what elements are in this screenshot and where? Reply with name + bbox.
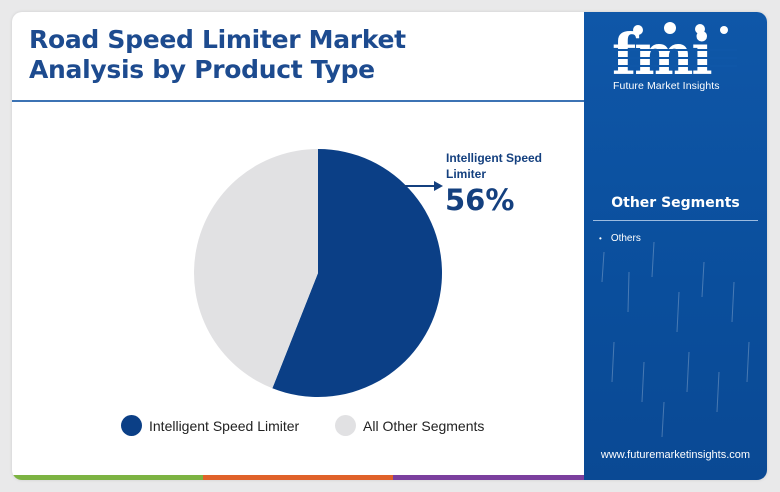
segment-item-label: Others: [610, 233, 641, 244]
brand-name: Future Market Insights: [613, 80, 720, 92]
legend-item-intelligent: Intelligent Speed Limiter: [121, 415, 299, 436]
title-line-1: Road Speed Limiter Market: [29, 25, 406, 54]
callout-value: 56%: [445, 183, 515, 217]
bullet-icon: •: [599, 234, 602, 243]
pie-chart: [193, 149, 443, 397]
bar-segment-purple: [393, 475, 585, 480]
segments-divider: [593, 220, 758, 221]
bottom-color-bar: [12, 475, 585, 480]
title-divider: [12, 100, 584, 102]
title-line-2: Analysis by Product Type: [29, 55, 375, 84]
bar-segment-green: [12, 475, 203, 480]
sidebar: fmi Future Market Insights Other Segment…: [584, 12, 767, 480]
callout-arrow: [400, 181, 443, 191]
legend-label: All Other Segments: [363, 417, 485, 434]
legend-swatch: [121, 415, 142, 436]
fmi-logo-icon: fmi: [612, 22, 737, 80]
callout-label: Intelligent Speed Limiter: [446, 151, 543, 181]
segments-title: Other Segments: [611, 195, 740, 211]
bar-segment-orange: [202, 475, 394, 480]
report-card: Road Speed Limiter Market Analysis by Pr…: [12, 12, 767, 480]
pie-slice-all-other-segments: [193, 149, 318, 389]
legend-swatch: [335, 415, 356, 436]
legend-label: Intelligent Speed Limiter: [149, 417, 300, 434]
legend-item-other: All Other Segments: [335, 415, 484, 436]
pie-slice-intelligent-speed-limiter: [272, 149, 442, 397]
website-link[interactable]: www.futuremarketinsights.com: [600, 449, 751, 461]
background-texture: [601, 242, 750, 438]
segment-item: • Others: [599, 233, 641, 244]
page-title: Road Speed Limiter Market Analysis by Pr…: [29, 25, 569, 85]
